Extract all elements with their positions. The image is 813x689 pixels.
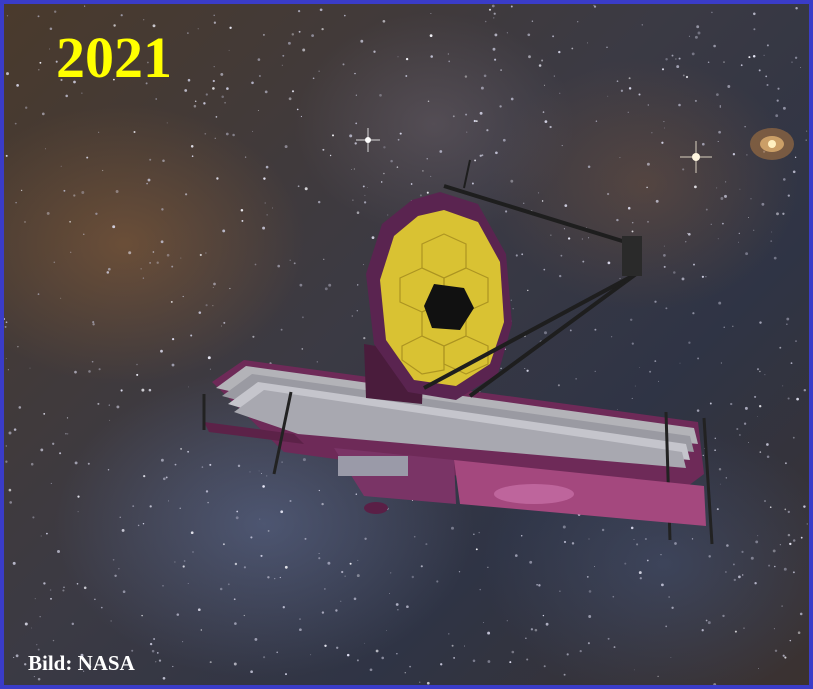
starfield xyxy=(4,4,809,685)
mirror-center-hole xyxy=(424,284,474,330)
primary-mirror xyxy=(366,192,512,400)
bright-star xyxy=(680,141,712,173)
space-background: 2021 Bild: NASA xyxy=(4,4,809,685)
secondary-mirror xyxy=(622,236,642,276)
bright-star xyxy=(356,128,380,152)
sunshield xyxy=(202,360,714,545)
spacecraft-bus xyxy=(334,448,706,526)
image-credit: Bild: NASA xyxy=(28,651,135,675)
spiral-galaxy xyxy=(750,128,794,160)
year-label: 2021 xyxy=(56,25,172,90)
jwst-telescope xyxy=(202,159,714,545)
